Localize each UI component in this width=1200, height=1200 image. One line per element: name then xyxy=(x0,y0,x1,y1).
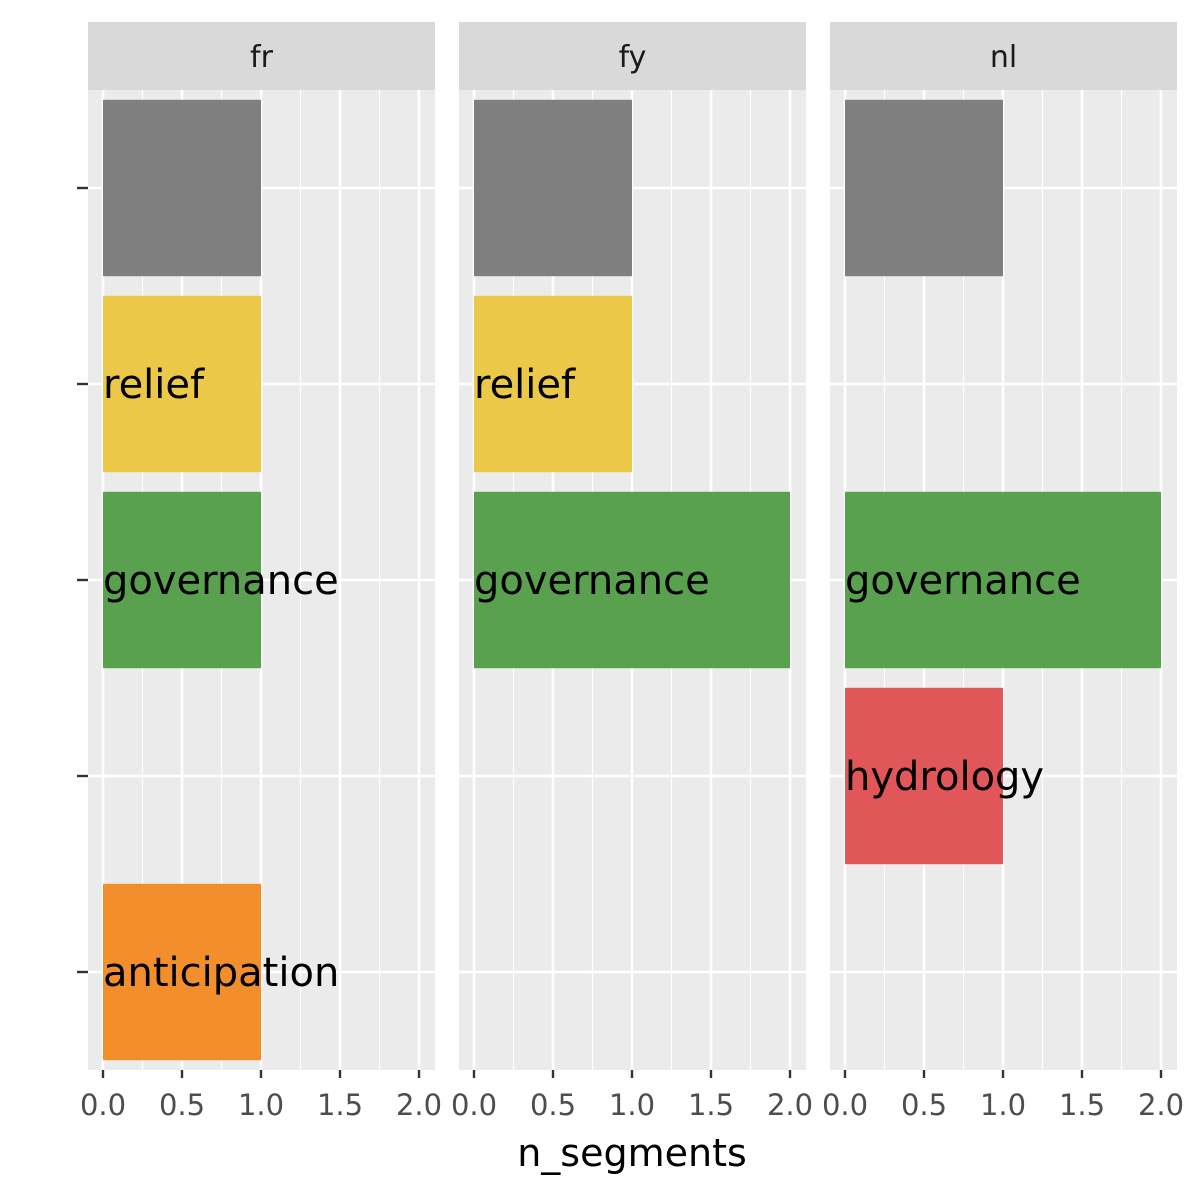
x-tick-label: 1.5 xyxy=(1059,1088,1105,1122)
x-tick-label: 0.5 xyxy=(901,1088,947,1122)
bar-fr-relief xyxy=(103,295,261,473)
x-tick-label: 0.5 xyxy=(530,1088,576,1122)
x-axis-title: n_segments xyxy=(517,1131,747,1175)
bar-label: relief xyxy=(103,362,205,408)
bar-label: governance xyxy=(845,558,1081,604)
facet-strip-fy xyxy=(459,22,806,90)
bar-fy-unlabeled xyxy=(474,99,632,277)
bar-nl-governance xyxy=(845,491,1161,669)
bar-label: hydrology xyxy=(845,754,1044,800)
bar-label: governance xyxy=(474,558,710,604)
x-tick-label: 0.5 xyxy=(159,1088,205,1122)
x-tick-label: 1.5 xyxy=(688,1088,734,1122)
facet-strip-label: fy xyxy=(619,40,647,75)
bar-fy-relief xyxy=(474,295,632,473)
x-tick-label: 1.5 xyxy=(317,1088,363,1122)
x-tick-label: 1.0 xyxy=(980,1088,1026,1122)
bar-label: governance xyxy=(103,558,339,604)
facet-strip-fr xyxy=(88,22,435,90)
x-tick-label: 0.0 xyxy=(80,1088,126,1122)
x-tick-label: 1.0 xyxy=(609,1088,655,1122)
bar-nl-hydrology xyxy=(845,687,1003,865)
x-tick-label: 1.0 xyxy=(238,1088,284,1122)
bar-label: anticipation xyxy=(103,950,339,996)
facet-strip-nl xyxy=(830,22,1177,90)
bar-fr-anticipation xyxy=(103,883,261,1061)
x-tick-label: 2.0 xyxy=(1138,1088,1184,1122)
facet-strip-label: nl xyxy=(990,40,1017,75)
bar-fr-unlabeled xyxy=(103,99,261,277)
bar-label: relief xyxy=(474,362,576,408)
bar-fy-governance xyxy=(474,491,790,669)
x-tick-label: 0.0 xyxy=(451,1088,497,1122)
bar-fr-governance xyxy=(103,491,261,669)
bar-nl-unlabeled xyxy=(845,99,1003,277)
x-tick-label: 0.0 xyxy=(822,1088,868,1122)
facet-strip-label: fr xyxy=(250,40,274,75)
x-tick-label: 2.0 xyxy=(767,1088,813,1122)
x-tick-label: 2.0 xyxy=(396,1088,442,1122)
